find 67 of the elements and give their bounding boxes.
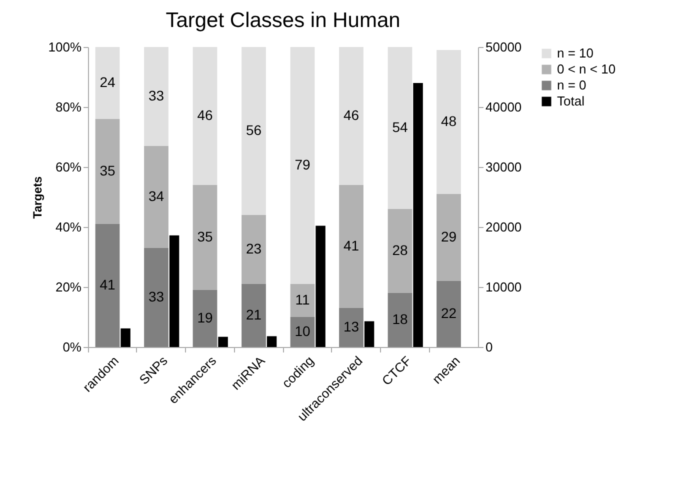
- bar: [436, 50, 461, 194]
- y2-tick-label: 30000: [486, 160, 522, 174]
- data-label: 46: [197, 107, 213, 123]
- data-label: 22: [440, 305, 457, 321]
- legend-label: n = 10: [557, 46, 594, 60]
- bar: [436, 194, 461, 281]
- data-label: 46: [343, 107, 360, 123]
- data-label: 56: [246, 122, 262, 138]
- bar: [95, 119, 120, 224]
- bar: [192, 185, 218, 290]
- data-label: 23: [246, 240, 262, 256]
- bar: [413, 83, 423, 347]
- data-label: 21: [246, 306, 262, 322]
- legend-label: 0 < n < 10: [557, 62, 616, 76]
- data-label: 35: [100, 162, 116, 178]
- bar: [388, 293, 412, 347]
- bar: [192, 47, 218, 185]
- bar: [290, 47, 315, 284]
- data-label: 41: [343, 238, 360, 254]
- bar: [242, 284, 266, 347]
- data-label: 48: [440, 113, 457, 129]
- data-label: 10: [294, 323, 310, 339]
- bar: [144, 146, 168, 248]
- bar: [218, 336, 228, 347]
- data-label: 29: [440, 228, 457, 244]
- data-label: 11: [295, 292, 310, 308]
- y2-tick-label: 50000: [486, 40, 522, 54]
- bar: [266, 336, 277, 347]
- y-tick-label: 80%: [55, 100, 82, 114]
- legend-label: n = 0: [557, 78, 586, 92]
- data-label: 79: [294, 156, 310, 172]
- bar: [192, 290, 218, 347]
- y-tick-label: 20%: [55, 280, 82, 294]
- data-label: 41: [100, 276, 116, 292]
- data-label: 33: [148, 288, 164, 304]
- data-label: 28: [392, 242, 408, 258]
- data-label: 35: [197, 228, 213, 244]
- legend-label: Total: [557, 94, 585, 108]
- data-label: 24: [100, 74, 116, 90]
- bar: [120, 328, 130, 347]
- bar: [242, 215, 266, 284]
- bar: [242, 47, 266, 215]
- y-tick-label: 100%: [48, 40, 82, 54]
- data-label: 54: [392, 119, 408, 135]
- bar: [95, 224, 120, 347]
- bar: [95, 47, 120, 119]
- y-axis-title: Targets: [30, 176, 44, 219]
- data-label: 34: [148, 188, 164, 204]
- bar: [436, 281, 461, 347]
- y2-tick-label: 20000: [486, 220, 522, 234]
- data-label: 33: [148, 88, 164, 104]
- y-tick-label: 0%: [62, 340, 82, 354]
- bar: [316, 226, 326, 347]
- y-tick-label: 40%: [55, 220, 82, 234]
- y2-tick-label: 10000: [486, 280, 522, 294]
- y2-tick-label: 0: [486, 340, 493, 354]
- y-tick-label: 60%: [55, 160, 82, 174]
- bar: [144, 47, 168, 146]
- data-label: 13: [343, 318, 360, 334]
- bar: [388, 209, 412, 293]
- data-label: 19: [197, 310, 213, 326]
- bar: [339, 47, 364, 185]
- bar: [290, 284, 315, 317]
- y2-tick-label: 40000: [486, 100, 522, 114]
- data-label: 18: [392, 311, 408, 327]
- chart-title: Target Classes in Human: [166, 9, 400, 32]
- bar: [339, 185, 364, 308]
